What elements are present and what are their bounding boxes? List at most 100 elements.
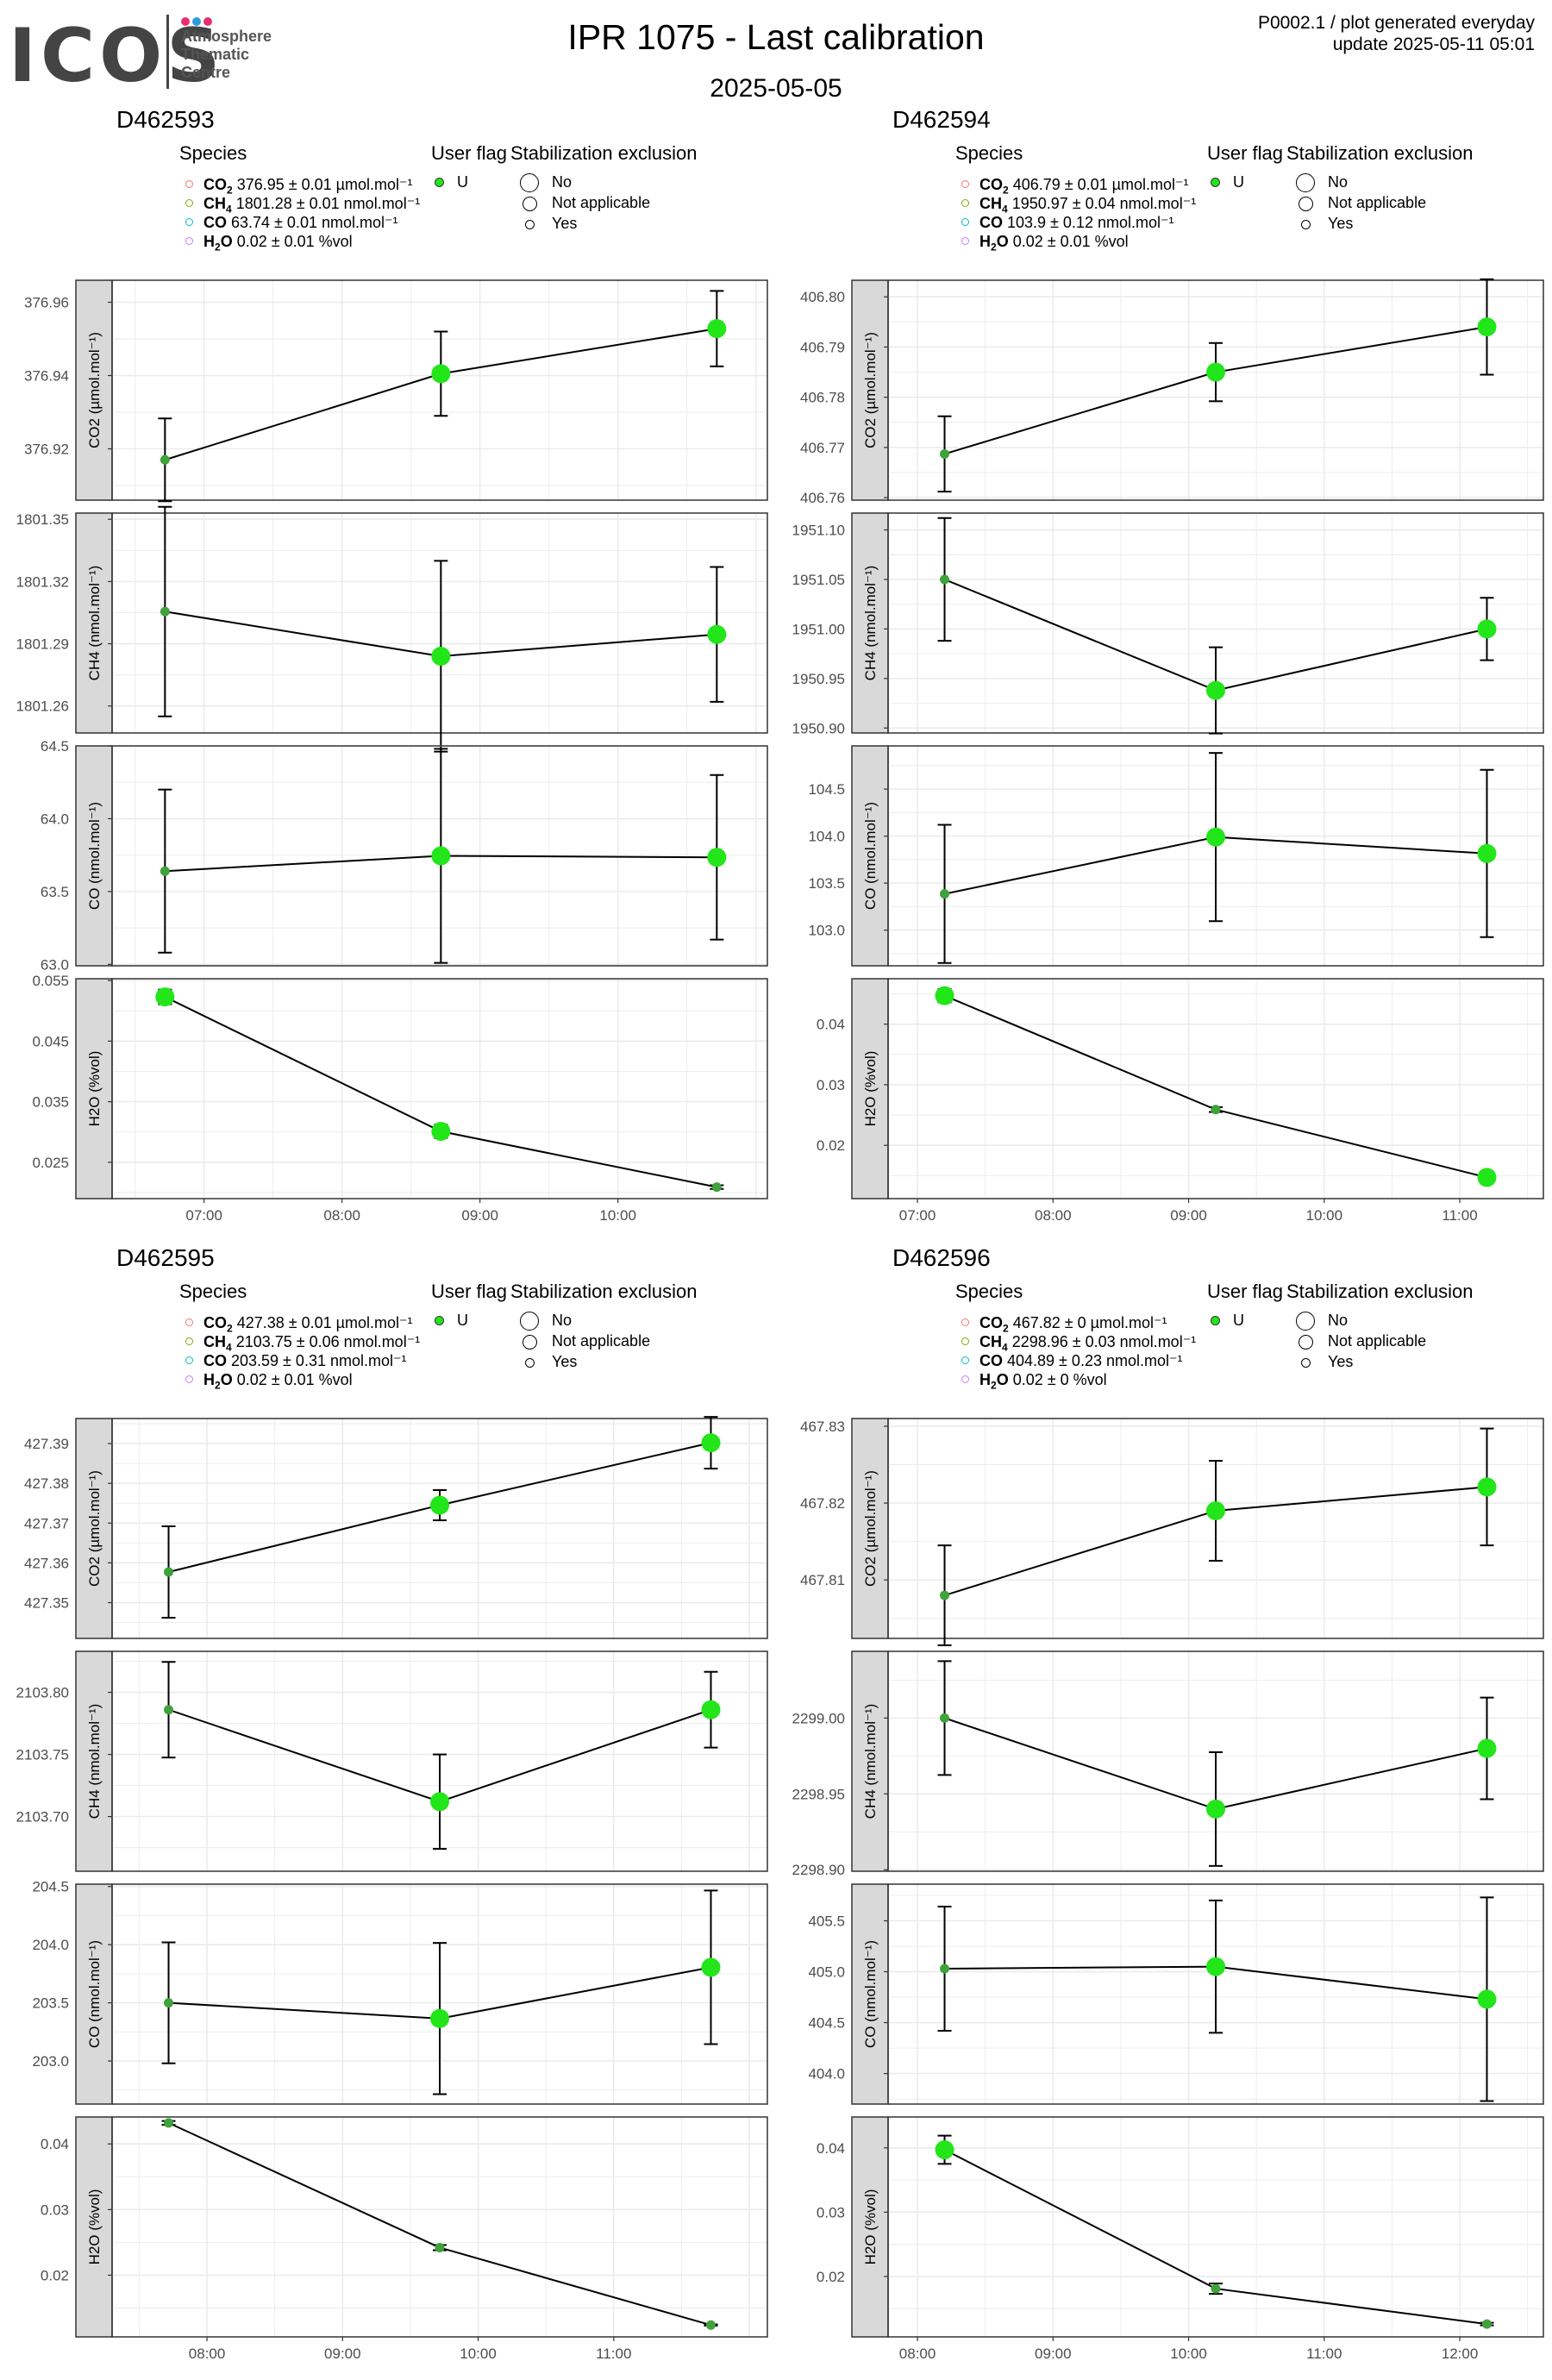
data-point: [430, 1495, 449, 1515]
species-name: CO2: [203, 176, 233, 197]
plot-frame: [111, 745, 768, 967]
y-tick-label: 405.5: [808, 1913, 845, 1930]
logo-subtitle: Atmosphere Thematic Centre: [181, 28, 272, 82]
species-name: CO: [979, 214, 1003, 231]
facet-co2: CO2 (µmol.mol⁻¹) 427.35 427.36 427.37 427.38…: [24, 1416, 768, 1639]
y-tick-label: 1950.95: [792, 671, 845, 687]
plot-frame: [111, 1418, 768, 1639]
y-tick-label: 467.82: [800, 1495, 845, 1512]
x-tick-label: 08:00: [189, 2346, 226, 2362]
y-tick-label: 0.025: [32, 1155, 69, 1171]
x-tick-label: 08:00: [323, 1207, 360, 1224]
species-value: 1950.97 ± 0.04: [1007, 195, 1120, 212]
legend-species-title: Species: [955, 1281, 1023, 1302]
y-tick-label: 406.77: [800, 440, 845, 456]
logo-line: Atmosphere: [181, 28, 272, 45]
legend-stabilization-label: Not applicable: [552, 194, 651, 211]
legend-stabilization-title: Stabilization exclusion: [1286, 1281, 1474, 1302]
data-point: [711, 1182, 722, 1193]
legend-user-flag-title: User flag: [431, 142, 508, 164]
legend-species-entry: H2O 0.02 ± 0.01 %vol: [203, 233, 353, 254]
facet-ch4: CH4 (nmol.mol⁻¹) 2103.70 2103.75 2103.80: [16, 1650, 768, 1872]
y-tick-label: 103.5: [808, 875, 845, 892]
plot-code: P0002.1 / plot generated everyday: [1257, 13, 1535, 33]
data-point: [160, 866, 170, 876]
y-tick-label: 1951.05: [792, 572, 845, 588]
y-tick-label: 404.5: [808, 2015, 845, 2032]
y-tick-label: 0.02: [817, 2269, 845, 2285]
logo-line: Thematic: [181, 46, 250, 63]
plot-frame: [887, 745, 1544, 967]
y-tick-label: 0.055: [32, 973, 69, 989]
data-point: [935, 2140, 954, 2160]
plot-frame: [111, 279, 768, 501]
y-tick-label: 427.36: [24, 1555, 69, 1571]
species-unit: nmol.mol⁻¹: [321, 214, 398, 231]
legend-user-flag-title: User flag: [1207, 142, 1284, 164]
data-point: [1206, 827, 1225, 847]
x-tick-label: 09:00: [324, 2346, 361, 2362]
y-tick-label: 204.0: [32, 1937, 69, 1953]
facet-co2: CO2 (µmol.mol⁻¹) 467.81 467.82 467.83: [800, 1418, 1544, 1647]
plot-frame: [887, 1418, 1544, 1639]
legend-stabilization-label: Yes: [1328, 215, 1354, 232]
x-tick-label: 10:00: [599, 1207, 636, 1224]
legend-stabilization-key: [1296, 173, 1315, 192]
legend-species-key: [961, 1318, 969, 1326]
legend-species-entry: CO2 376.95 ± 0.01 µmol.mol⁻¹: [203, 176, 413, 197]
species-value: 63.74 ± 0.01: [227, 214, 322, 231]
species-value: 0.02 ± 0.01: [232, 233, 319, 250]
y-tick-label: 427.39: [24, 1436, 69, 1452]
y-tick-label: 406.78: [800, 390, 845, 406]
x-tick-label: 10:00: [460, 2346, 497, 2362]
data-point: [155, 987, 175, 1007]
species-unit: nmol.mol⁻¹: [343, 195, 421, 212]
data-point: [164, 1567, 174, 1577]
species-value: 0.02 ± 0.01: [1008, 233, 1095, 250]
legend-stabilization-label: Yes: [1328, 1353, 1354, 1370]
species-name: CH4: [979, 195, 1008, 216]
x-tick-label: 09:00: [1035, 2346, 1072, 2362]
species-name: H2O: [203, 233, 233, 254]
legend-species-key: [185, 199, 193, 207]
legend-species-entry: CO 63.74 ± 0.01 nmol.mol⁻¹: [203, 214, 397, 232]
data-point: [1206, 1500, 1225, 1520]
y-tick-label: 406.79: [800, 339, 845, 355]
facet-ylabel: CO (nmol.mol⁻¹): [86, 1940, 103, 2048]
legend-stabilization-label: No: [1328, 173, 1349, 191]
legend-species-title: Species: [955, 142, 1023, 164]
species-value: 376.95 ± 0.01: [232, 176, 336, 193]
species-unit: nmol.mol⁻¹: [1119, 1333, 1197, 1350]
x-tick-label: 08:00: [899, 2346, 936, 2362]
species-unit: nmol.mol⁻¹: [1105, 1352, 1183, 1369]
y-tick-label: 427.38: [24, 1475, 69, 1492]
x-tick-label: 08:00: [1035, 1207, 1072, 1224]
species-value: 2298.96 ± 0.03: [1007, 1333, 1120, 1350]
facet-ylabel: H2O (%vol): [86, 1051, 103, 1127]
species-unit: nmol.mol⁻¹: [1119, 195, 1197, 212]
facet-strip: [75, 978, 113, 1199]
facet-ylabel: CO2 (µmol.mol⁻¹): [862, 332, 879, 448]
y-tick-label: 405.0: [808, 1964, 845, 1981]
species-unit: nmol.mol⁻¹: [329, 1352, 407, 1369]
panel-title: D462593: [116, 106, 215, 133]
facet-ch4: CH4 (nmol.mol⁻¹) 1801.26 1801.29 1801.32 180…: [16, 505, 768, 753]
y-tick-label: 376.94: [24, 368, 69, 385]
species-unit: µmol.mol⁻¹: [335, 176, 413, 193]
legend-stabilization-key: [1300, 219, 1311, 229]
data-point: [435, 2242, 445, 2252]
facet-strip: [851, 978, 889, 1199]
data-point: [1477, 1477, 1497, 1497]
species-value: 2103.75 ± 0.06: [231, 1333, 344, 1350]
legend-stabilization-label: No: [552, 1312, 573, 1329]
legend-species-entry: CH4 1950.97 ± 0.04 nmol.mol⁻¹: [979, 195, 1196, 216]
panel-title: D462594: [892, 106, 991, 133]
species-name: CO: [979, 1352, 1003, 1369]
x-tick-label: 11:00: [1306, 2346, 1342, 2362]
facet-ylabel: CO (nmol.mol⁻¹): [86, 802, 103, 910]
legend-stabilization-key: [520, 1312, 539, 1331]
species-name: CO2: [203, 1314, 233, 1335]
data-point: [431, 1122, 451, 1142]
facet-strip: [75, 1418, 113, 1639]
legend-stabilization-key: [1300, 1357, 1311, 1368]
